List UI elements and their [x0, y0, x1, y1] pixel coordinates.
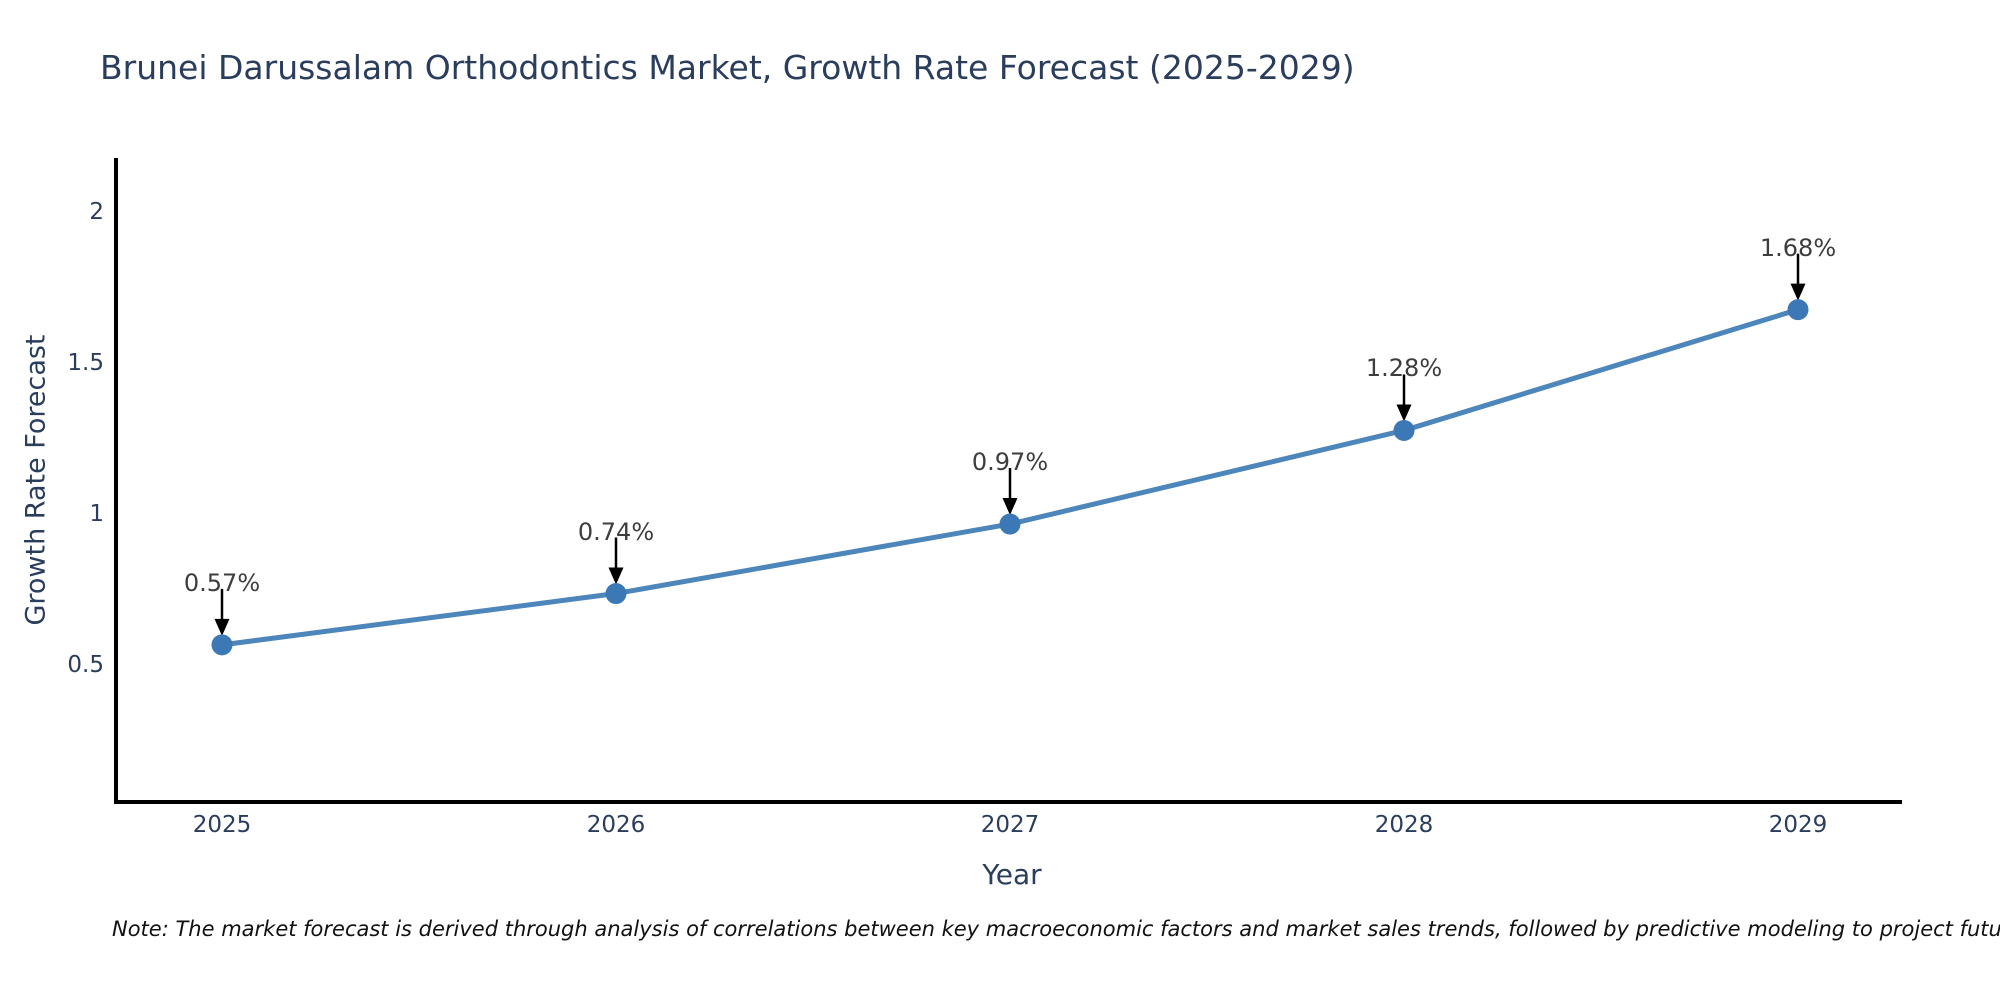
- x-tick-label: 2029: [1768, 812, 1828, 838]
- x-tick-label: 2027: [980, 812, 1040, 838]
- page-title: Brunei Darussalam Orthodontics Market, G…: [100, 48, 1355, 87]
- x-tick-label: 2026: [586, 812, 646, 838]
- point-value-label: 1.68%: [1759, 233, 1837, 262]
- point-value-label: 0.57%: [183, 568, 261, 597]
- y-tick-label: 0.5: [67, 652, 104, 678]
- y-tick-label: 2: [89, 199, 104, 225]
- y-axis-title: Growth Rate Forecast: [20, 334, 52, 626]
- y-tick-label: 1: [89, 501, 104, 527]
- point-value-label: 1.28%: [1365, 354, 1443, 383]
- footnote: Note: The market forecast is derived thr…: [112, 917, 2000, 941]
- x-tick-label: 2025: [192, 812, 252, 838]
- data-point-marker: [211, 634, 233, 656]
- point-value-label: 0.97%: [971, 448, 1049, 477]
- annotation-arrow-head: [1396, 404, 1412, 422]
- data-point-marker: [605, 583, 627, 605]
- x-axis-title: Year: [982, 858, 1042, 891]
- annotation-arrow-head: [214, 618, 230, 636]
- y-tick-label: 1.5: [67, 350, 104, 376]
- data-point-marker: [1787, 299, 1809, 321]
- annotation-arrow-head: [1002, 498, 1018, 516]
- x-tick-label: 2028: [1374, 812, 1434, 838]
- data-point-marker: [999, 513, 1021, 535]
- annotation-arrow-head: [608, 567, 624, 585]
- annotation-arrow-head: [1790, 283, 1806, 301]
- point-value-label: 0.74%: [577, 517, 655, 546]
- data-point-marker: [1393, 419, 1415, 441]
